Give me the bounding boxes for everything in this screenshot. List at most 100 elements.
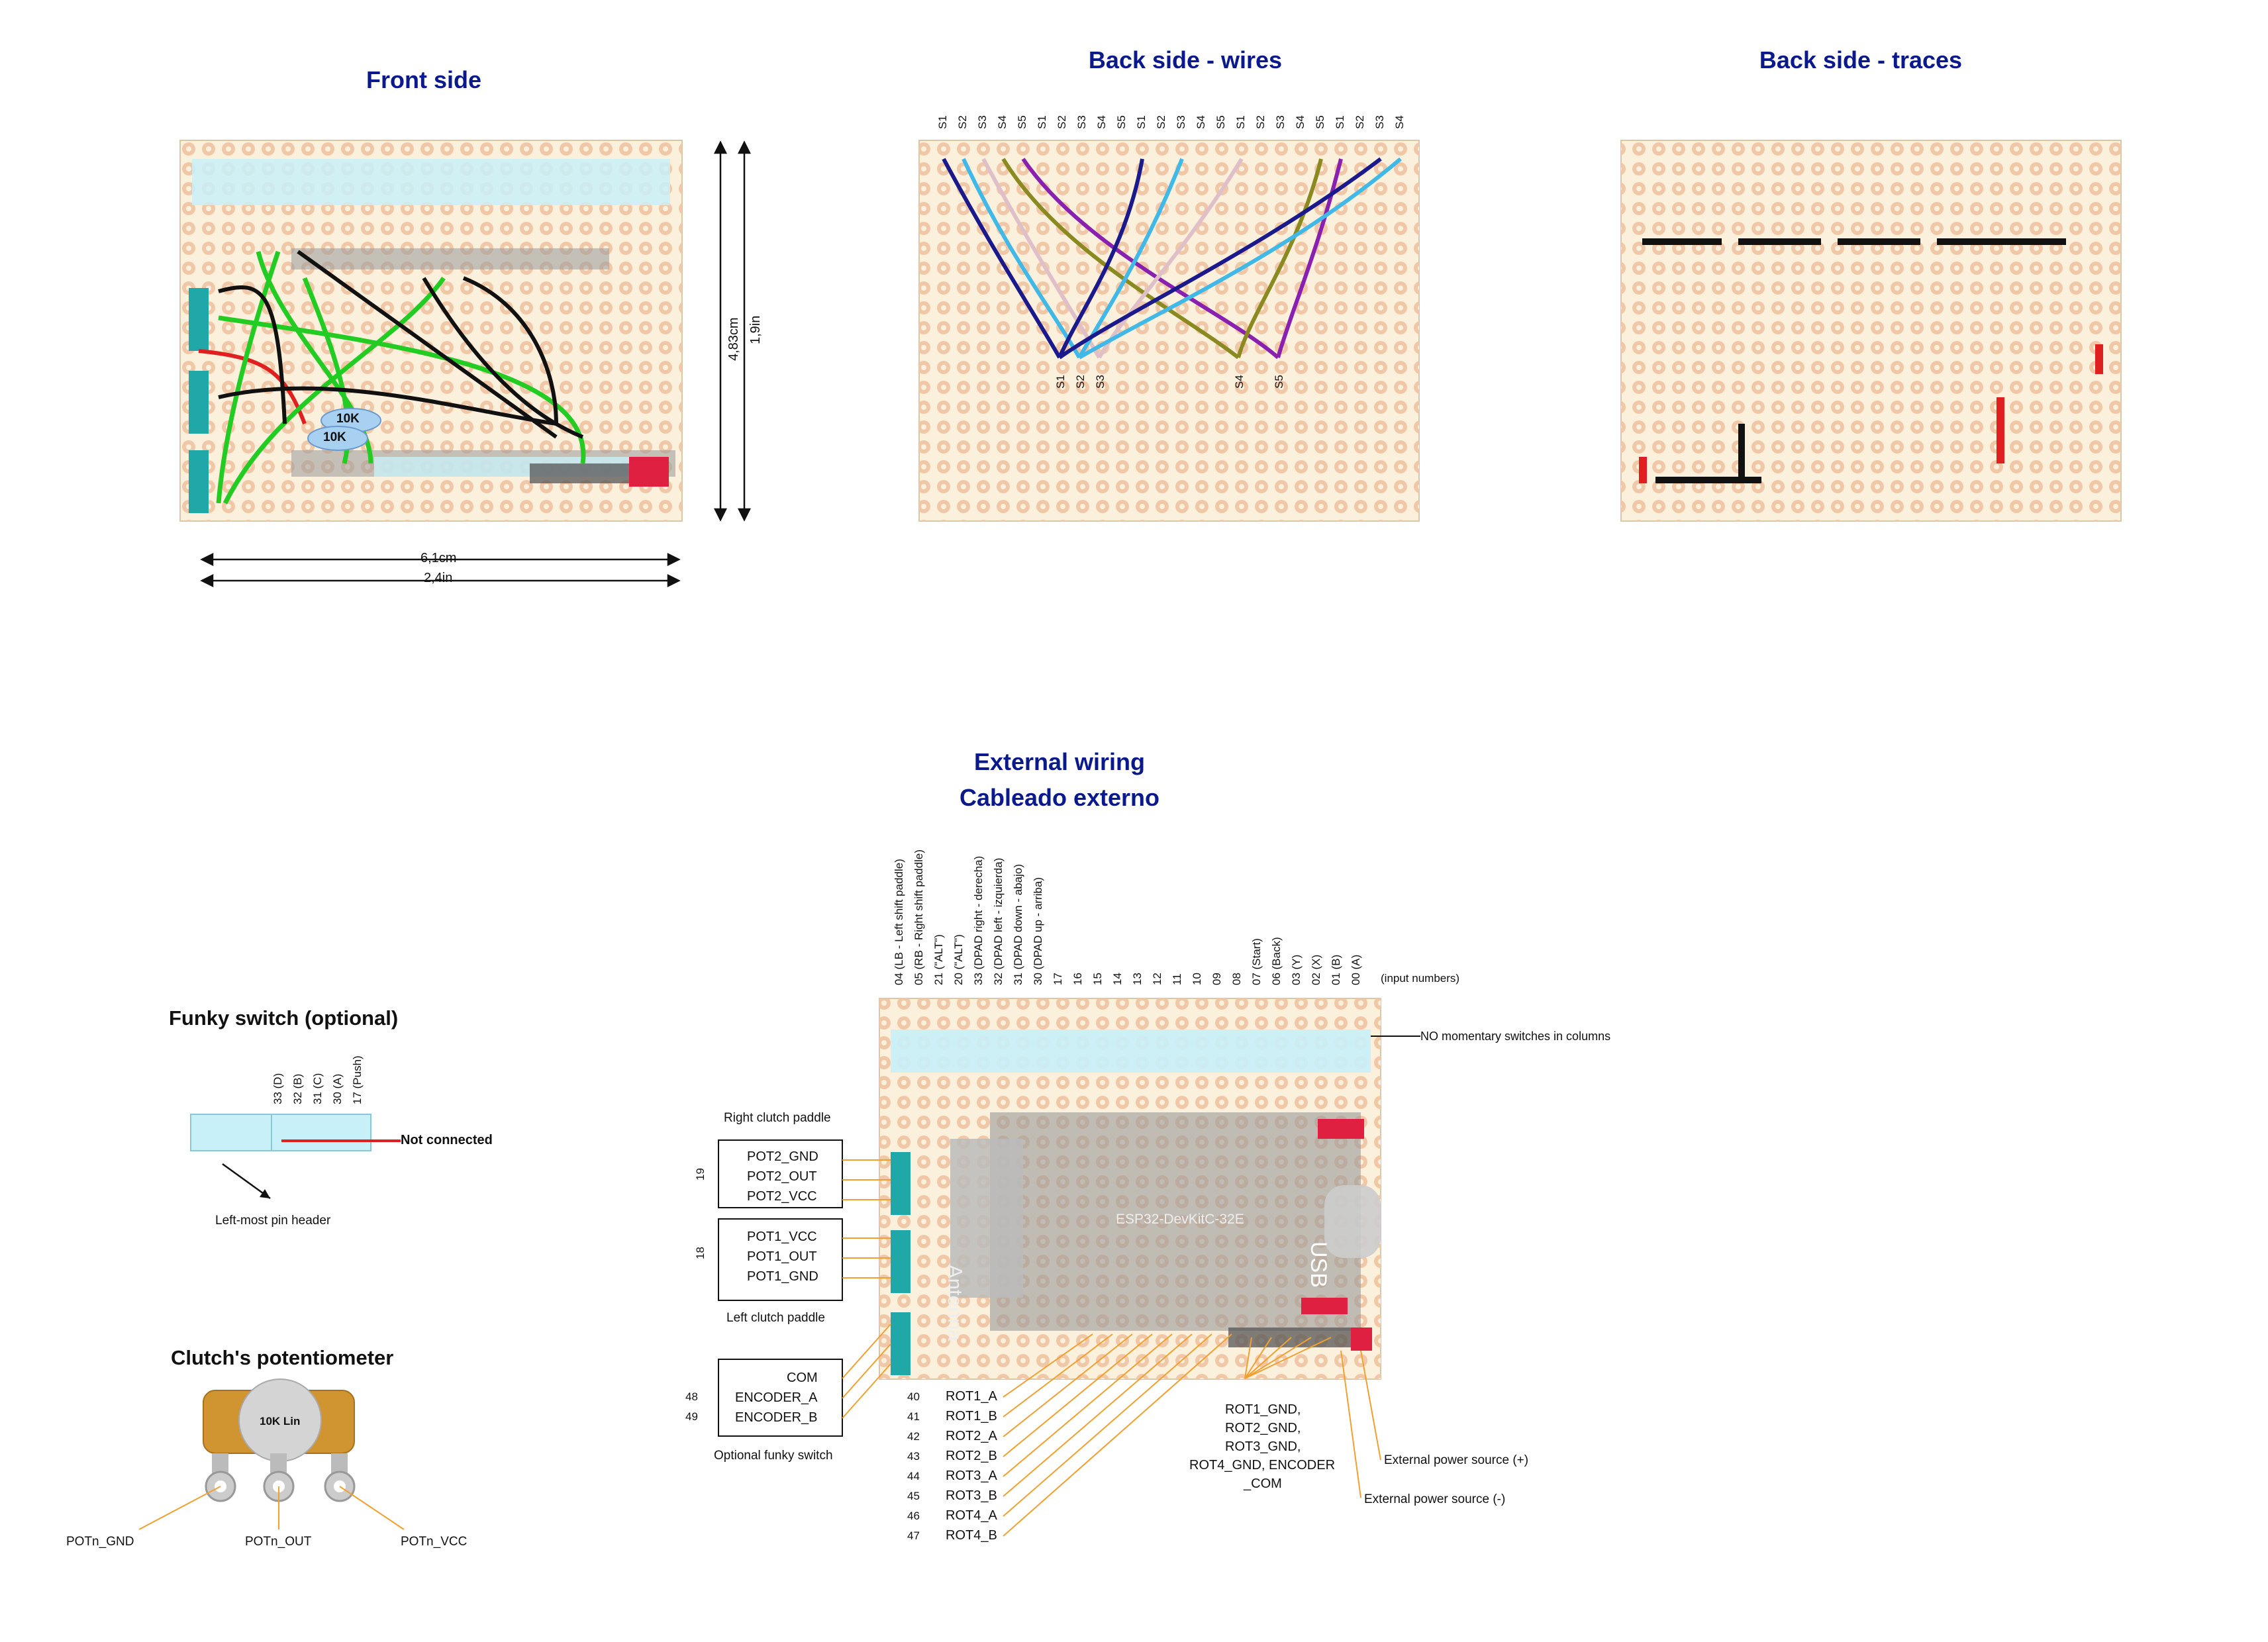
funky-pin-label: 33 (D) [271,1073,284,1104]
funky-pin-label: 32 (B) [291,1073,304,1104]
cableado-externo-title: Cableado externo [959,784,1160,811]
input-number-label: 04 (LB - Left shift paddle) [893,859,905,985]
wire-label-bottom: S3 [1094,375,1107,389]
pot-value: 10K Lin [260,1415,301,1427]
rotary-number: 43 [907,1450,920,1463]
front-side-title: Front side [366,66,481,93]
wire-label-top: S5 [1314,115,1326,129]
input-number-label: 13 [1131,973,1144,985]
left-clutch-caption: Left clutch paddle [726,1311,825,1325]
input-number-label: 17 [1052,973,1064,985]
right-clutch-line: POT2_VCC [747,1189,817,1204]
wire-label-top: S5 [1016,115,1028,129]
no-switches-label: NO momentary switches in columns [1420,1030,1611,1043]
front-resistor-label-2: 10K [323,430,346,444]
wire-label-top: S1 [1036,115,1048,129]
dimension-width-cm: 6,1cm [420,551,457,565]
input-number-label: 08 [1230,973,1243,985]
left-clutch-line: POT1_VCC [747,1230,817,1244]
input-number-label: 16 [1071,973,1084,985]
gnd-group-line: _COM [1244,1476,1282,1491]
input-number-label: 10 [1191,973,1203,985]
dimension-height-cm: 4,83cm [726,317,741,361]
right-clutch-number: 19 [694,1168,707,1181]
rotary-number: 47 [907,1529,920,1542]
input-number-label: 05 (RB - Right shift paddle) [912,849,925,985]
rotary-number: 40 [907,1390,920,1403]
back-traces-board [1620,140,2122,522]
wire-label-bottom: S1 [1054,375,1067,389]
input-number-label: 11 [1171,973,1183,985]
input-number-label: 12 [1151,973,1163,985]
front-resistor-label-1: 10K [336,412,360,426]
input-number-label: 03 (Y) [1290,954,1303,985]
input-number-label: 20 ("ALT") [952,934,965,985]
rotary-name: ROT2_B [946,1449,997,1463]
esp32-name: ESP32-DevKitC-32E [1116,1212,1244,1227]
right-clutch-line: POT2_OUT [747,1169,817,1184]
input-number-label: 06 (Back) [1270,937,1283,985]
rotary-number: 45 [907,1490,920,1502]
dimension-width-in: 2,4in [424,571,453,585]
wire-label-top: S3 [1175,115,1187,129]
external-board [718,998,1420,1537]
funky-pin-label: 17 (Push) [351,1055,364,1104]
rotary-name: ROT4_B [946,1528,997,1543]
input-number-label: 32 (DPAD left - izquierda) [992,857,1005,985]
input-number-label: 02 (X) [1310,954,1322,985]
input-number-label: 00 (A) [1350,954,1362,985]
right-clutch-line: POT2_GND [747,1149,818,1164]
wire-label-bottom: S4 [1233,375,1246,389]
wire-label-top: S2 [1254,115,1267,129]
back-traces-title: Back side - traces [1759,46,1963,73]
input-number-label: 21 ("ALT") [932,934,945,985]
left-clutch-line: POT1_OUT [747,1249,817,1264]
potentiometer-diagram [138,1378,405,1530]
wire-label-top: S4 [996,115,1009,129]
rotary-name: ROT3_A [946,1469,997,1483]
rotary-number: 46 [907,1510,920,1522]
input-number-label: 09 [1210,973,1223,985]
left-clutch-line: POT1_GND [747,1269,818,1284]
input-number-label: 33 (DPAD right - derecha) [972,855,985,985]
esp32-usb: USB [1306,1241,1331,1288]
back-wires-title: Back side - wires [1088,46,1283,73]
wire-label-top: S3 [1373,115,1386,129]
wire-label-top: S4 [1195,115,1207,129]
rotary-number: 41 [907,1410,920,1423]
dimension-height-in: 1,9in [748,315,763,344]
wire-label-top: S3 [1274,115,1287,129]
left-clutch-number: 18 [694,1247,707,1259]
wire-label-top: S1 [1234,115,1247,129]
wire-label-top: S4 [1095,115,1108,129]
funky-box-line: COM [787,1371,818,1385]
wire-label-top: S1 [936,115,949,129]
wire-label-top: S5 [1214,115,1227,129]
back-wires-board [918,140,1420,522]
funky-box-line: ENCODER_B [735,1410,818,1425]
funky-pin-label: 30 (A) [331,1073,344,1104]
funky-switch-diagram [190,1114,401,1200]
rotary-name: ROT1_A [946,1389,997,1404]
funky-switch-title: Funky switch (optional) [169,1006,399,1030]
clutch-pot-title: Clutch's potentiometer [171,1346,394,1369]
input-number-label: 14 [1111,973,1124,985]
rotary-number: 44 [907,1470,920,1482]
funky-box-number: 48 [685,1390,698,1403]
dimension-arrows [200,140,752,588]
gnd-group-line: ROT1_GND, [1225,1402,1301,1417]
input-number-label: 07 (Start) [1250,938,1263,985]
input-number-label: 31 (DPAD down - abajo) [1012,864,1024,985]
rotary-number: 42 [907,1430,920,1443]
gnd-group-line: ROT3_GND, [1225,1439,1301,1454]
pot-gnd: POTn_GND [66,1535,134,1549]
wire-label-top: S2 [1155,115,1167,129]
wire-label-top: S3 [1075,115,1088,129]
esp32-antenna: Antenna [944,1265,967,1341]
power-minus-label: External power source (-) [1364,1492,1506,1506]
funky-box-number: 49 [685,1410,698,1423]
funky-box-line: ENCODER_A [735,1390,818,1405]
wire-label-top: S1 [1334,115,1346,129]
power-plus-label: External power source (+) [1384,1453,1529,1467]
